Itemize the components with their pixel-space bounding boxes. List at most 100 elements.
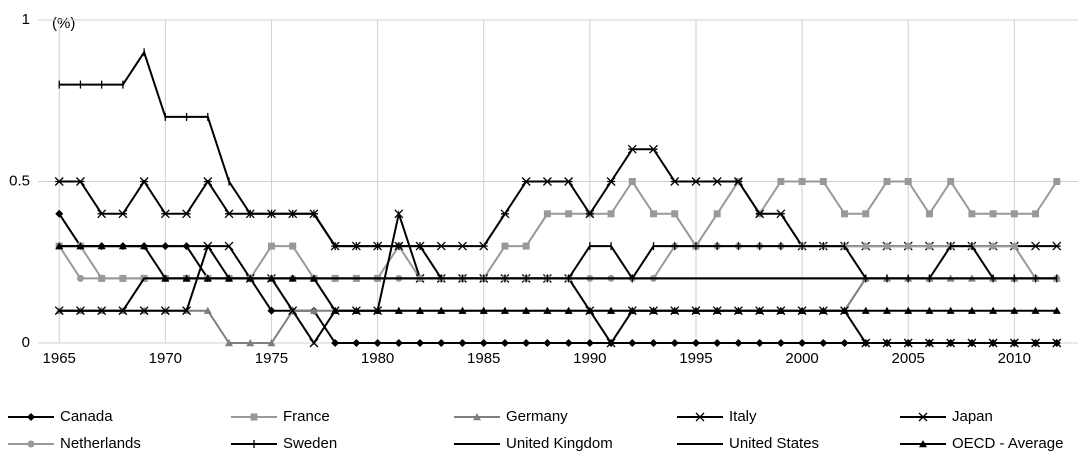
marker xyxy=(522,242,530,250)
x-tick-label: 1985 xyxy=(467,350,500,367)
marker xyxy=(947,178,955,185)
marker xyxy=(755,209,765,219)
marker xyxy=(819,306,828,314)
marker xyxy=(437,339,446,347)
marker xyxy=(883,242,891,250)
marker xyxy=(649,144,658,154)
marker xyxy=(224,241,234,251)
marker xyxy=(289,242,297,250)
marker xyxy=(500,306,509,314)
marker xyxy=(267,274,276,282)
legend-item: United Kingdom xyxy=(454,435,613,452)
marker xyxy=(691,306,700,314)
series-line xyxy=(58,245,1057,280)
x-tick-label: 1995 xyxy=(679,350,712,367)
marker xyxy=(861,338,871,348)
marker xyxy=(670,339,679,347)
marker xyxy=(904,306,913,314)
marker xyxy=(309,306,318,314)
marker xyxy=(712,177,722,186)
legend-label: OECD - Average xyxy=(952,435,1063,452)
marker xyxy=(691,339,700,347)
marker xyxy=(331,339,340,347)
marker xyxy=(458,339,467,347)
marker xyxy=(458,241,467,251)
marker xyxy=(203,306,212,314)
marker xyxy=(55,209,64,218)
marker xyxy=(1052,338,1062,348)
x-tick-label: 1970 xyxy=(149,350,182,367)
marker xyxy=(819,339,828,347)
marker xyxy=(925,210,933,218)
legend-label: Japan xyxy=(952,408,993,425)
marker xyxy=(1010,210,1018,218)
marker xyxy=(798,339,807,347)
marker xyxy=(967,306,976,314)
marker xyxy=(819,178,827,185)
marker xyxy=(1031,338,1041,348)
marker xyxy=(97,242,106,250)
marker xyxy=(27,440,35,448)
x-tick-label: 1965 xyxy=(43,350,76,367)
marker xyxy=(925,306,934,314)
marker xyxy=(565,210,573,218)
marker xyxy=(76,242,85,250)
series-line xyxy=(59,179,1058,280)
marker xyxy=(649,339,658,347)
legend-item: Italy xyxy=(677,408,757,425)
marker xyxy=(473,413,481,421)
marker xyxy=(501,242,509,250)
marker xyxy=(394,209,404,219)
legend-label: Italy xyxy=(729,408,757,425)
marker xyxy=(713,210,721,218)
marker xyxy=(840,339,849,347)
marker xyxy=(840,306,849,314)
legend-label: United Kingdom xyxy=(506,435,613,452)
legend-label: United States xyxy=(729,435,819,452)
marker xyxy=(627,144,637,154)
series-line xyxy=(59,277,1057,312)
marker xyxy=(373,339,382,347)
marker xyxy=(75,177,85,186)
marker xyxy=(543,339,552,347)
marker xyxy=(713,339,722,347)
marker xyxy=(1032,210,1040,218)
marker xyxy=(500,339,509,347)
marker xyxy=(734,306,743,314)
series-line xyxy=(59,245,1057,280)
marker xyxy=(1010,306,1019,314)
x-tick-label: 1980 xyxy=(361,350,394,367)
marker xyxy=(479,306,488,314)
marker xyxy=(989,306,998,314)
marker xyxy=(671,210,679,218)
marker xyxy=(203,177,213,186)
marker xyxy=(118,242,127,250)
marker xyxy=(437,306,446,314)
marker xyxy=(755,339,764,347)
marker xyxy=(564,339,573,347)
marker xyxy=(458,306,467,314)
legend-label: France xyxy=(283,408,330,425)
series-line xyxy=(59,148,1057,248)
marker xyxy=(649,306,658,314)
marker xyxy=(564,177,574,186)
marker xyxy=(246,274,255,282)
marker xyxy=(882,306,891,314)
marker xyxy=(76,274,84,282)
legend-item: United States xyxy=(677,435,819,452)
marker xyxy=(607,306,616,314)
unit-annotation: (%) xyxy=(52,15,75,32)
legend-label: Canada xyxy=(60,408,113,425)
marker xyxy=(919,440,927,448)
marker xyxy=(139,306,149,316)
marker xyxy=(288,274,297,282)
legend-item: France xyxy=(231,408,330,425)
marker xyxy=(734,339,743,347)
marker xyxy=(585,209,595,219)
legend-item: Canada xyxy=(8,408,113,425)
marker xyxy=(522,339,531,347)
marker xyxy=(394,339,403,347)
legend-item: Germany xyxy=(454,408,568,425)
series-line xyxy=(59,245,1057,312)
